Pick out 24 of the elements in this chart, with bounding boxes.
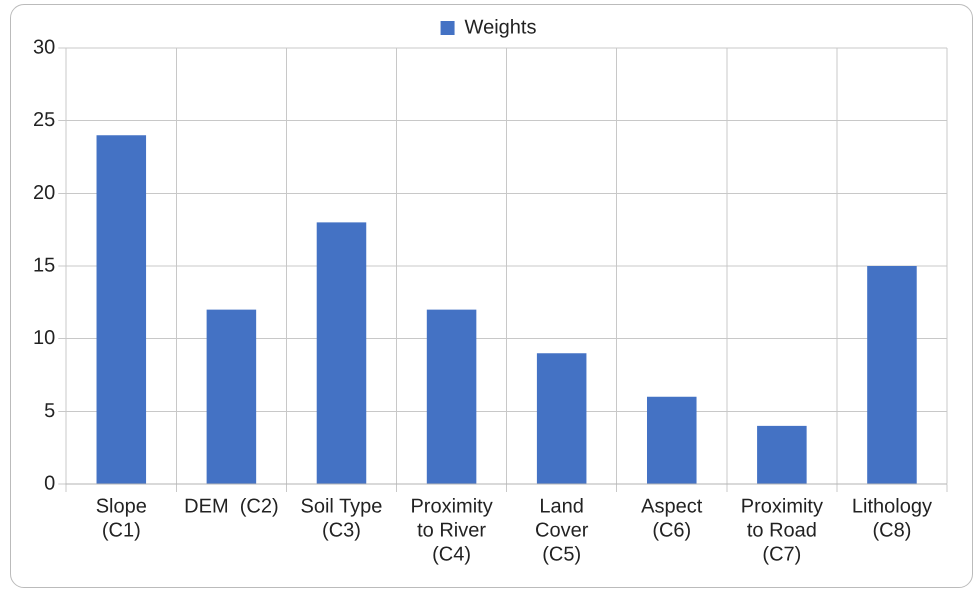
x-tick-label: Land Cover (C5): [534, 496, 589, 566]
bar: [867, 266, 917, 484]
y-tick-label: 0: [44, 472, 56, 495]
bar: [536, 353, 586, 484]
x-tick-label: Soil Type (C3): [300, 496, 382, 542]
bar: [757, 426, 807, 484]
y-tick-label: 15: [32, 254, 56, 277]
bar: [426, 310, 476, 484]
x-tick-label: Proximity to River (C4): [410, 496, 493, 566]
bar: [316, 222, 366, 484]
y-tick-label: 20: [32, 182, 56, 204]
y-tick-label: 5: [44, 400, 56, 422]
x-tick-label: Proximity to Road (C7): [740, 496, 823, 566]
y-tick-label: 25: [32, 109, 56, 132]
x-tick-label: Lithology (C8): [852, 496, 932, 542]
legend-label: Weights: [464, 16, 536, 39]
y-tick-label: 10: [32, 327, 56, 350]
x-tick-label: Aspect (C6): [641, 496, 703, 542]
bar: [96, 135, 146, 484]
x-tick-label: Slope (C1): [96, 496, 147, 542]
y-tick-label: 30: [32, 36, 56, 59]
x-tick-label: DEM (C2): [184, 496, 279, 518]
bar: [646, 396, 697, 484]
bar: [206, 310, 256, 484]
